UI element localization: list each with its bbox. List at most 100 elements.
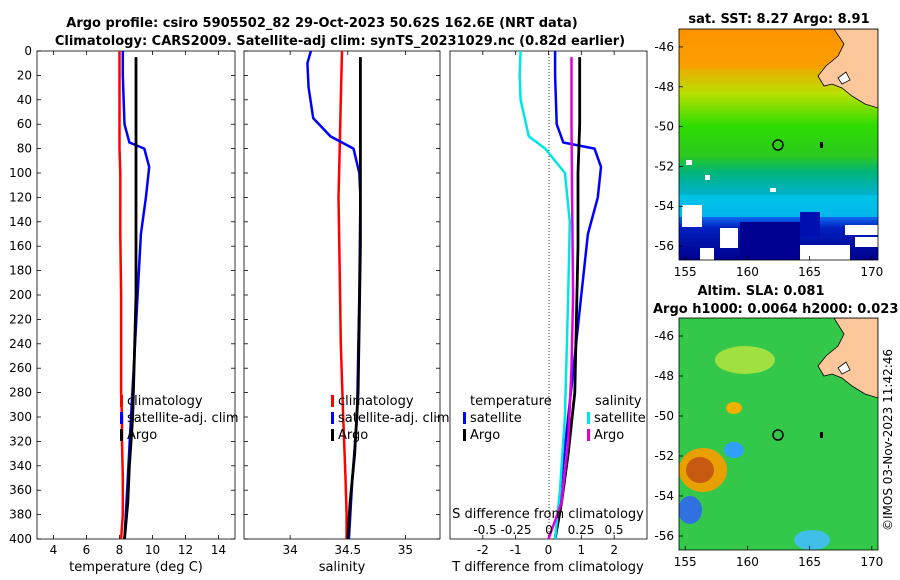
map-x-tick-label: 155: [674, 265, 697, 279]
legend-label-s-satellite: satellite: [594, 411, 646, 426]
figure-title-line2: Climatology: CARS2009. Satellite-adj cli…: [55, 34, 625, 49]
legend-title-salinity: salinity: [595, 394, 642, 409]
figure-title-line1: Argo profile: csiro 5905502_82 29-Oct-20…: [66, 16, 577, 31]
legend-title-temperature: temperature: [470, 394, 552, 409]
series-line-argo: [346, 57, 362, 540]
series-line-climatology: [337, 50, 348, 539]
x-tick-label: 35: [398, 543, 413, 557]
series-line-s-satellite: [518, 50, 572, 540]
legend-swatch-climatology: [120, 395, 123, 407]
series-line-climatology: [118, 51, 125, 540]
salinity-series: [306, 50, 362, 540]
y-tick-label: 100: [9, 166, 32, 180]
island-marker: [820, 142, 823, 148]
x-tick-label: 14: [211, 543, 226, 557]
legend-label-satellite: satellite-adj. clim: [338, 411, 450, 426]
y-tick-label: 60: [17, 117, 32, 131]
series-line-satellite-adj-clim: [121, 51, 151, 540]
legend-swatch-s-argo: [587, 429, 590, 441]
legend-swatch-argo: [120, 429, 123, 441]
y-tick-label: 40: [17, 93, 32, 107]
x-tick-label: 12: [178, 543, 193, 557]
x-tick-label: 34.5: [334, 543, 361, 557]
y-tick-label: 0: [24, 44, 32, 58]
sst-cold-block: [800, 212, 820, 237]
x-tick-label: 2: [610, 543, 618, 557]
salinity-axes-box: [243, 50, 441, 540]
y-tick-label: 380: [9, 508, 32, 522]
map-y-tick-label: -46: [654, 329, 674, 343]
map-y-tick-label: -54: [654, 199, 674, 213]
y-tick-label: 160: [9, 239, 32, 253]
sla-map-title-line1: Altim. SLA: 0.081: [698, 284, 825, 299]
temperature-x-ticks: 4 6 8 10 12 14: [37, 50, 235, 557]
legend-label-argo: Argo: [338, 428, 368, 443]
difference-xlabel: T difference from climatology: [451, 560, 644, 575]
map-y-tick-label: -52: [654, 159, 674, 173]
salinity-legend: climatology satellite-adj. clim Argo: [331, 394, 450, 443]
sla-negative-anomaly: [794, 530, 830, 550]
map-y-tick-label: -52: [654, 449, 674, 463]
y-tick-label: 120: [9, 190, 32, 204]
salinity-x-ticks: 34 34.5 35: [244, 50, 440, 557]
depth-y-ticks: 0 20 40 60 80 100 120 140 160 180 200 220 240 260 280 3…: [9, 44, 32, 546]
new-zealand-land: [817, 318, 878, 399]
sst-missing-data: [720, 228, 738, 248]
legend-swatch-climatology: [331, 395, 334, 407]
y-tick-label: 320: [9, 434, 32, 448]
map-y-tick-label: -56: [654, 239, 674, 253]
sla-map-title-line2: Argo h1000: 0.0064 h2000: 0.023: [653, 302, 898, 317]
sst-map-frame: [678, 28, 879, 261]
map-y-tick-label: -50: [654, 409, 674, 423]
map-x-tick-label: 165: [798, 555, 821, 569]
sst-missing-data: [682, 205, 702, 227]
s-diff-tick-label: 0.5: [604, 523, 623, 537]
sst-missing-data: [845, 225, 878, 235]
y-tick-label: 80: [17, 142, 32, 156]
legend-label-s-argo: Argo: [594, 428, 624, 443]
sst-missing-data: [855, 237, 878, 247]
map-y-tick-label: -48: [654, 80, 674, 94]
x-tick-label: 10: [145, 543, 160, 557]
argo-location-marker: [772, 429, 784, 441]
map-y-tick-label: -54: [654, 489, 674, 503]
s-diff-tick-label: -0.25: [500, 523, 531, 537]
map-x-tick-label: 170: [860, 555, 883, 569]
sst-cold-block: [740, 222, 800, 260]
map-x-tick-label: 160: [736, 555, 759, 569]
difference-panel: -2 -1 0 1 2 T difference from climatology S …: [449, 50, 648, 575]
sla-map-panel: Altim. SLA: 0.081 Argo h1000: 0.0064 h20…: [653, 284, 898, 569]
map-y-tick-label: -56: [654, 529, 674, 543]
legend-swatch-argo: [331, 429, 334, 441]
x-tick-label: -1: [510, 543, 522, 557]
y-tick-label: 300: [9, 410, 32, 424]
s-diff-tick-label: -0.5: [473, 523, 496, 537]
salinity-xlabel: salinity: [319, 560, 366, 575]
series-line-argo: [123, 57, 138, 540]
map-y-tick-label: -48: [654, 369, 674, 383]
argo-location-marker: [772, 139, 784, 151]
legend-label-t-satellite: satellite: [470, 411, 522, 426]
sst-cyan-band: [679, 195, 878, 217]
legend-label-climatology: climatology: [127, 394, 203, 409]
y-tick-label: 240: [9, 337, 32, 351]
y-tick-label: 220: [9, 312, 32, 326]
new-zealand-land: [817, 29, 878, 109]
x-tick-label: 1: [578, 543, 586, 557]
map-x-tick-label: 170: [860, 265, 883, 279]
stewart-island: [837, 361, 851, 375]
sla-map-image: [679, 318, 878, 550]
sst-map-title: sat. SST: 8.27 Argo: 8.91: [688, 12, 869, 27]
legend-label-t-argo: Argo: [470, 428, 500, 443]
y-tick-label: 360: [9, 483, 32, 497]
sst-cloud-gap: [686, 160, 692, 165]
map-x-tick-label: 165: [798, 265, 821, 279]
s-diff-tick-label: 0: [545, 523, 553, 537]
x-tick-label: 34: [282, 543, 297, 557]
sst-cloud-gap: [705, 175, 710, 180]
series-line-s-argo: [547, 57, 575, 540]
x-tick-label: -2: [477, 543, 489, 557]
sst-missing-data: [700, 248, 714, 260]
temperature-panel: 4 6 8 10 12 14 0 20 40 60 80 100 120 140 160 180 200 220…: [9, 44, 239, 575]
